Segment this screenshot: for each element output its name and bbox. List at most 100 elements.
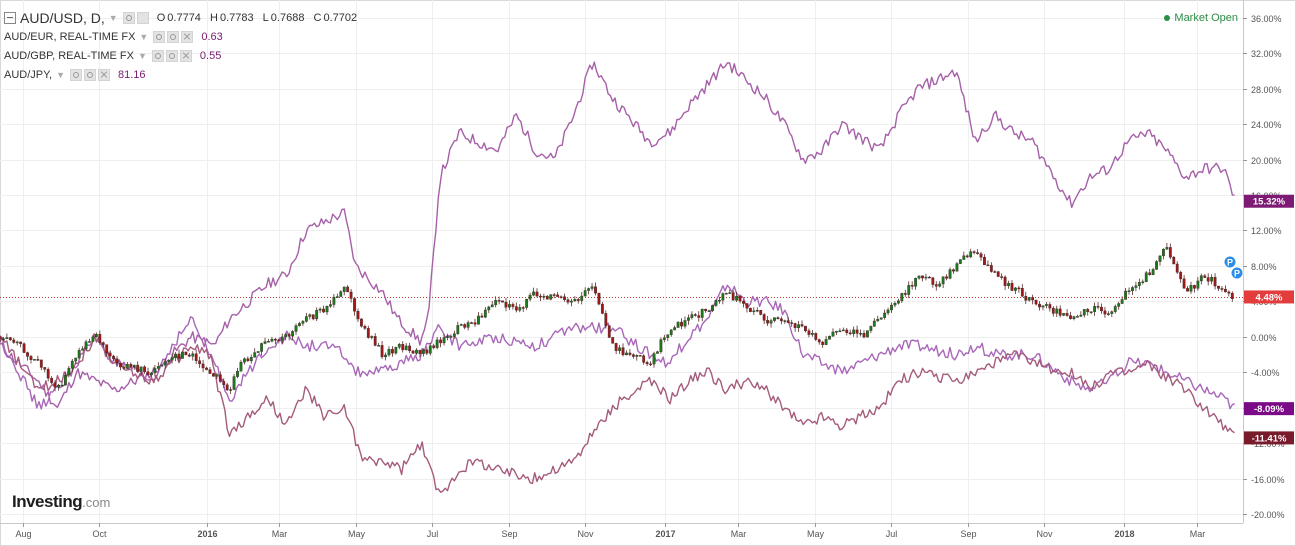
collapse-icon[interactable] <box>4 11 16 24</box>
open-value: 0.7774 <box>167 11 201 24</box>
candle <box>1151 267 1155 276</box>
candle <box>797 321 800 332</box>
candle-body <box>280 336 284 341</box>
candle <box>714 299 718 308</box>
candle-body <box>972 251 976 253</box>
candle-body <box>600 303 604 314</box>
event-pin-icon[interactable]: P <box>1223 255 1237 269</box>
candle-body <box>821 341 825 345</box>
candle-body <box>539 295 542 298</box>
format-icon[interactable] <box>84 68 97 81</box>
candle <box>428 343 432 356</box>
candle-body <box>1196 280 1200 289</box>
chevron-down-icon[interactable]: ▼ <box>56 69 66 80</box>
candle-body <box>360 318 363 327</box>
candle <box>473 318 477 327</box>
candle-body <box>965 255 969 258</box>
candle <box>74 357 78 364</box>
candle-body <box>1048 304 1052 309</box>
candle-body <box>394 347 398 354</box>
candle-body <box>927 276 931 279</box>
chevron-down-icon[interactable]: ▼ <box>138 50 147 61</box>
candle-body <box>903 293 907 295</box>
candle <box>969 248 973 259</box>
x-tick-label: Sep <box>501 529 517 539</box>
candle <box>690 311 694 320</box>
candle-body <box>941 276 945 285</box>
candle-body <box>1079 314 1083 317</box>
candle-body <box>611 337 615 344</box>
candle <box>621 343 625 357</box>
visibility-icon[interactable] <box>136 11 149 24</box>
candle <box>745 303 749 313</box>
candle-body <box>828 335 831 340</box>
candle-body <box>108 352 112 357</box>
candle <box>976 249 979 255</box>
candle <box>666 334 670 342</box>
candle <box>291 330 294 340</box>
candle <box>194 349 198 364</box>
end-label-text: -11.41% <box>1252 433 1287 444</box>
candle-body <box>452 333 456 337</box>
candle-body <box>1213 277 1217 287</box>
candle-body <box>194 353 198 361</box>
candle-body <box>1103 310 1107 315</box>
candle <box>15 340 19 346</box>
candle <box>1014 287 1017 294</box>
candle-body <box>246 358 250 362</box>
chevron-down-icon[interactable]: ▼ <box>108 12 118 23</box>
candle <box>298 321 301 327</box>
candle <box>342 286 346 296</box>
settings-icon[interactable] <box>70 68 83 81</box>
candle <box>769 318 773 328</box>
candle-body <box>160 364 164 367</box>
candle-body <box>1045 304 1048 306</box>
candle-body <box>342 286 346 292</box>
candle-body <box>177 353 181 359</box>
close-icon[interactable] <box>179 49 192 62</box>
candle-body <box>167 359 171 362</box>
candle <box>101 341 105 348</box>
candle <box>1024 291 1028 304</box>
candle <box>136 361 140 373</box>
candle-body <box>573 299 577 302</box>
candle-body <box>270 338 274 342</box>
candle <box>418 349 422 358</box>
x-tick-label: 2016 <box>197 529 217 539</box>
settings-icon[interactable] <box>153 30 166 43</box>
candle-body <box>1065 313 1069 316</box>
candle <box>397 342 401 350</box>
candle-body <box>724 292 728 295</box>
candle-body <box>232 376 236 390</box>
format-icon[interactable] <box>167 30 180 43</box>
close-icon[interactable] <box>98 68 111 81</box>
candle-body <box>346 286 350 293</box>
format-icon[interactable] <box>165 49 178 62</box>
candle <box>70 358 74 372</box>
candle <box>19 341 23 348</box>
candle-body <box>156 366 160 369</box>
settings-icon[interactable] <box>122 11 135 24</box>
candle-body <box>1069 315 1072 319</box>
event-pin-icon[interactable]: P <box>1230 266 1244 280</box>
candle-body <box>1041 305 1045 308</box>
candle-body <box>979 253 983 258</box>
close-icon[interactable] <box>181 30 194 43</box>
candle <box>1045 302 1048 309</box>
candle-body <box>174 353 177 358</box>
chevron-down-icon[interactable]: ▼ <box>139 31 149 42</box>
candle-body <box>604 313 608 326</box>
candle <box>752 307 756 316</box>
candle-body <box>1179 272 1183 280</box>
candle-body <box>793 323 797 329</box>
candle-body <box>962 255 966 260</box>
settings-icon[interactable] <box>151 49 164 62</box>
candle-body <box>872 320 876 327</box>
candle-body <box>786 320 790 323</box>
candle-body <box>638 355 642 357</box>
candle-body <box>349 291 353 299</box>
candle-body <box>1034 299 1038 305</box>
candle-body <box>36 359 40 361</box>
